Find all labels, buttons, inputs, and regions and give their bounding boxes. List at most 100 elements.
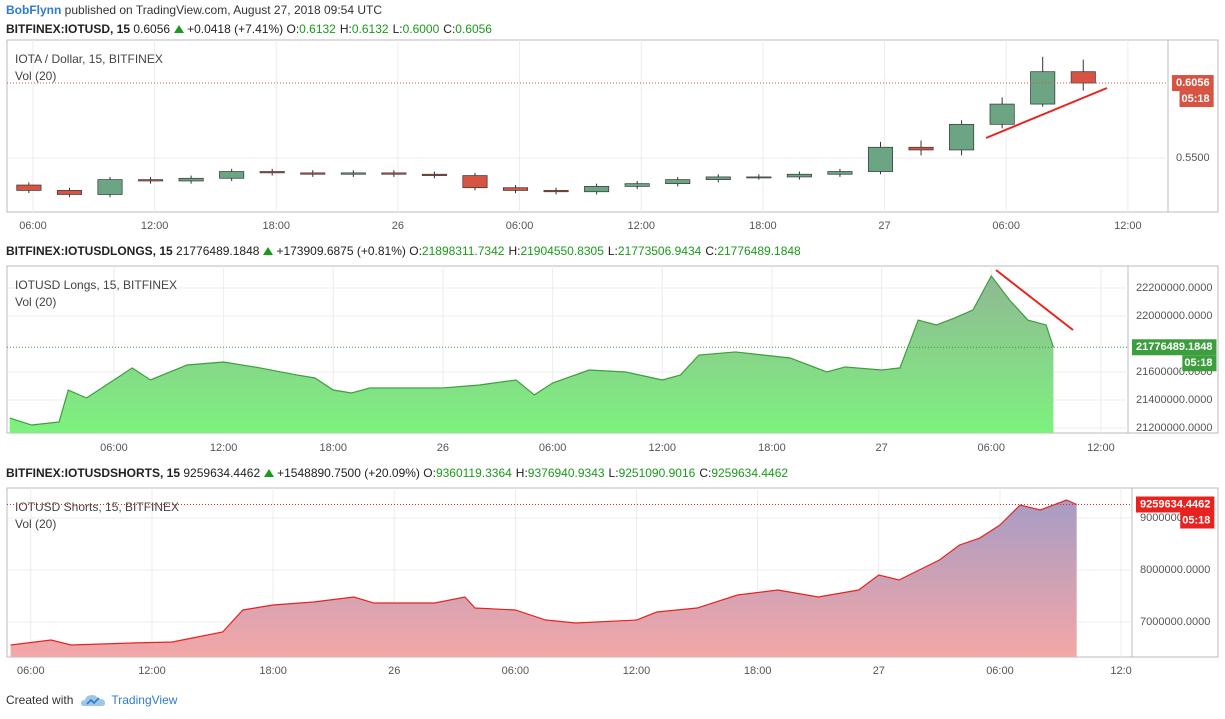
candle-body — [381, 172, 407, 175]
last-price-box — [1132, 339, 1217, 356]
brand[interactable]: TradingView — [111, 693, 178, 707]
countdown-box — [1179, 91, 1214, 108]
x-tick-label: 18:00 — [744, 665, 772, 677]
candle-body — [867, 146, 894, 172]
ohlc-label: L: — [607, 244, 618, 258]
chart-subtitle: Vol (20) — [15, 69, 56, 83]
y-tick-label: 22000000.0000 — [1136, 310, 1212, 322]
candle-body — [827, 171, 853, 175]
x-tick-label: 06:00 — [539, 442, 567, 454]
chart-title: IOTUSD Longs, 15, BITFINEX — [15, 278, 177, 292]
up-icon — [174, 25, 185, 33]
x-tick-label: 12:00 — [623, 665, 651, 677]
area-line — [9, 274, 1055, 426]
candle-body — [219, 171, 245, 179]
change: +173909.6875 (+0.81%) — [276, 244, 406, 258]
ohlc-label: O: — [286, 22, 300, 36]
x-tick-label: 12:00 — [627, 220, 655, 232]
last: 9259634.4462 — [183, 466, 261, 480]
candle-body — [1070, 71, 1096, 84]
x-tick-label: 18:00 — [262, 220, 290, 232]
area-line — [10, 499, 1077, 646]
up-icon — [263, 247, 274, 255]
x-tick-label: 12:00 — [649, 442, 677, 454]
candle-body — [138, 179, 164, 182]
trend-line — [985, 87, 1108, 139]
x-tick-label: 18:00 — [259, 665, 287, 677]
chart-title: IOTA / Dollar, 15, BITFINEX — [15, 52, 163, 66]
change: +0.0418 (+7.41%) — [187, 22, 284, 36]
last-price-box — [1172, 75, 1214, 92]
ohlc-label: L: — [392, 22, 403, 36]
candle-body — [624, 183, 650, 187]
candle-body — [705, 176, 731, 180]
candle-body — [97, 179, 123, 195]
symbol: BITFINEX:IOTUSD, 15 — [6, 22, 131, 36]
x-tick-label: 06:00 — [100, 442, 128, 454]
candle-body — [340, 172, 366, 175]
countdown-label: 05:18 — [1184, 357, 1212, 369]
x-tick-label: 18:00 — [749, 220, 777, 232]
ohlc: O:0.6132 H:0.6132 L:0.6000 C:0.6056 — [286, 22, 496, 36]
candle-body — [16, 184, 42, 191]
up-icon — [264, 469, 275, 477]
candle-body — [746, 176, 772, 179]
published: published on TradingView.com, August 27,… — [64, 3, 382, 17]
ohlc-value: 21773506.9434 — [617, 244, 702, 258]
ohlc-label: H: — [515, 466, 528, 480]
x-tick-label: 12:00 — [210, 442, 238, 454]
x-tick-label: 12:00 — [138, 665, 166, 677]
x-tick-label: 12:0 — [1110, 665, 1131, 677]
candle-body — [989, 103, 1015, 125]
x-tick-label: 06:00 — [19, 220, 47, 232]
x-tick-label: 26 — [437, 442, 449, 454]
legend: BITFINEX:IOTUSDLONGS, 15 21776489.1848 +1… — [6, 244, 805, 258]
symbol: BITFINEX:IOTUSDSHORTS, 15 — [6, 466, 181, 480]
plot-frame — [6, 39, 1219, 213]
ohlc: O:9360119.3364 H:9376940.9343 L:9251090.90… — [423, 466, 792, 480]
candle-body — [1030, 71, 1056, 105]
x-tick-label: 12:00 — [141, 220, 169, 232]
chart-layer: 06:00 12:00 18:00 26 06:00 12:00 18:00 27 06:00 1… — [6, 39, 1219, 677]
last-price-box — [1136, 496, 1215, 513]
candle-body — [421, 173, 447, 176]
trend-line — [995, 269, 1074, 331]
candle-body — [503, 187, 529, 191]
candle-body — [259, 171, 285, 174]
ohlc-label: L: — [608, 466, 619, 480]
ohlc-label: O: — [409, 244, 422, 258]
author[interactable]: BobFlynn — [6, 3, 62, 17]
candle-body — [300, 172, 326, 175]
x-tick-label: 06:00 — [506, 220, 534, 232]
last-price-label: 9259634.4462 — [1140, 498, 1210, 510]
x-tick-label: 06:00 — [992, 220, 1020, 232]
x-tick-label: 12:00 — [1114, 220, 1142, 232]
y-tick-label: 21200000.0000 — [1136, 422, 1212, 434]
candle-body — [543, 190, 569, 193]
ohlc-value: 9259634.4462 — [711, 466, 789, 480]
header: BobFlynn published on TradingView.com, A… — [6, 3, 382, 17]
ohlc-value: 21898311.7342 — [421, 244, 505, 258]
countdown-label: 05:18 — [1182, 93, 1210, 105]
x-tick-label: 06:00 — [978, 442, 1006, 454]
last: 21776489.1848 — [176, 244, 260, 258]
x-tick-label: 27 — [878, 220, 890, 232]
candle-body — [56, 190, 82, 195]
ohlc-label: O: — [423, 466, 436, 480]
footer: Created with TradingView — [6, 693, 177, 708]
area-fill — [9, 275, 1054, 433]
ohlc-label: C: — [443, 22, 456, 36]
last-price-label: 0.6056 — [1176, 77, 1210, 89]
x-tick-label: 12:00 — [1087, 442, 1115, 454]
change: +1548890.7500 (+20.09%) — [277, 466, 420, 480]
countdown-box — [1182, 355, 1217, 372]
logo — [81, 694, 106, 706]
ohlc: O:21898311.7342 H:21904550.8305 L:21773506… — [409, 244, 804, 258]
symbol: BITFINEX:IOTUSDLONGS, 15 — [6, 244, 173, 258]
legend: BITFINEX:IOTUSDSHORTS, 15 9259634.4462 +1… — [6, 466, 792, 480]
candle-body — [584, 186, 610, 193]
candle-body — [178, 177, 204, 182]
ohlc-value: 0.6132 — [351, 22, 389, 36]
last: 0.6056 — [133, 22, 171, 36]
